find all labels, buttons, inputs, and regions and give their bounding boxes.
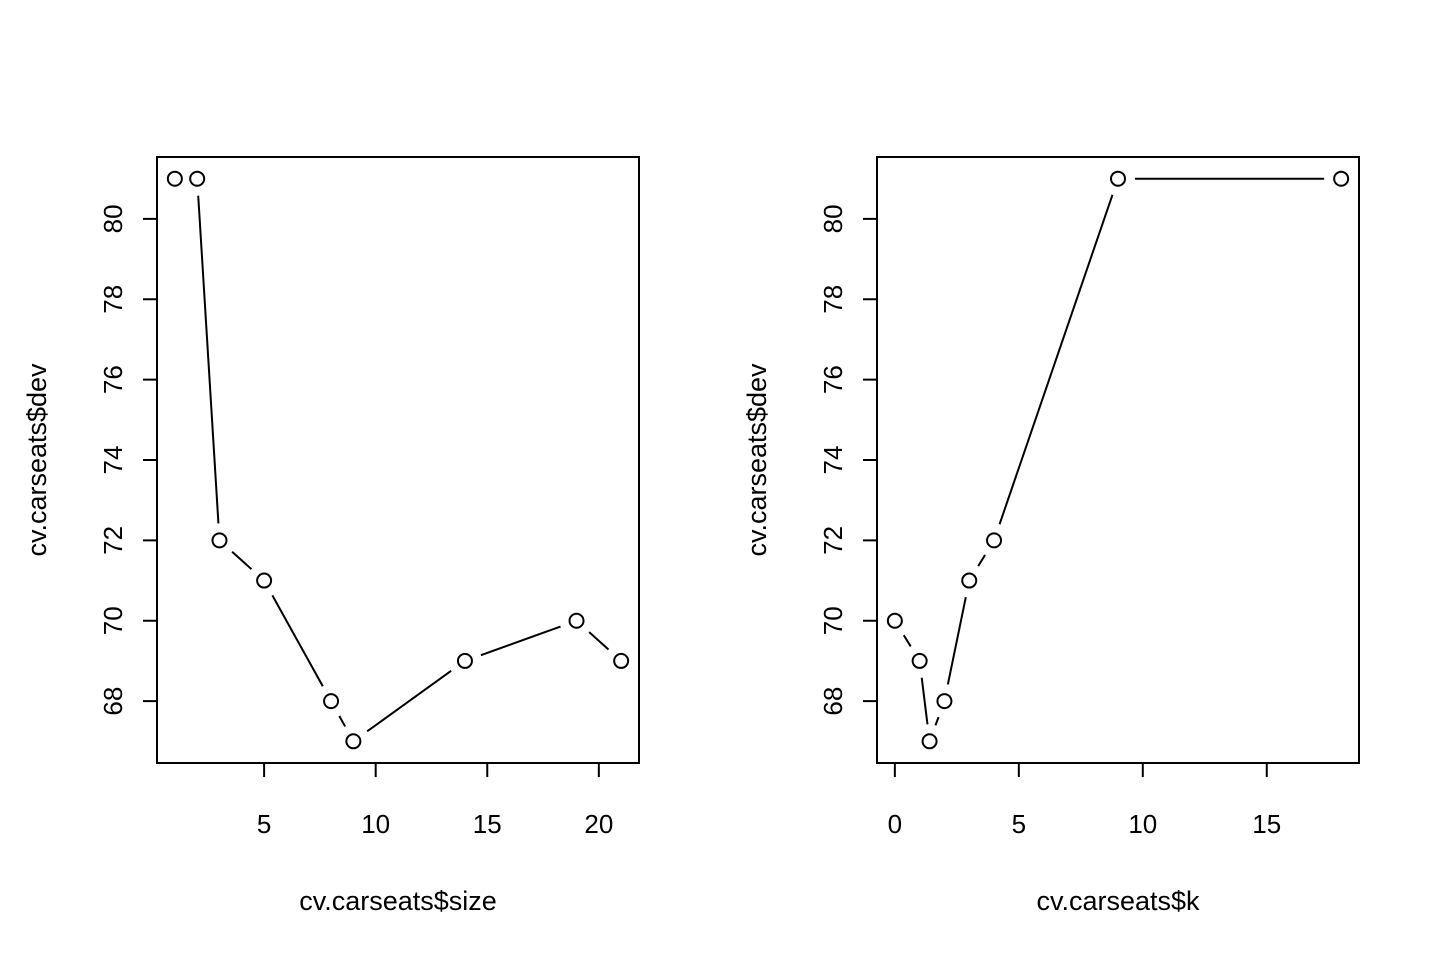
x-tick-label: 0 [888, 809, 902, 839]
data-point [986, 532, 1003, 549]
y-tick-label: 76 [818, 365, 848, 394]
data-point [1333, 170, 1350, 187]
y-tick-label: 80 [818, 204, 848, 233]
data-point [936, 693, 953, 710]
y-tick-label: 68 [98, 687, 128, 716]
data-point [456, 652, 473, 669]
series-line-segment [231, 551, 253, 570]
y-tick-label: 70 [818, 606, 848, 635]
x-axis-title: cv.carseats$k [1036, 886, 1200, 916]
series-line-segment [977, 554, 986, 567]
series-line-segment [366, 670, 452, 733]
y-tick-label: 76 [98, 365, 128, 394]
y-tick-label: 72 [818, 526, 848, 555]
series-line-segment [902, 634, 912, 647]
data-point [189, 170, 206, 187]
y-tick-label: 70 [98, 606, 128, 635]
data-point [211, 532, 228, 549]
x-tick-label: 20 [584, 809, 613, 839]
y-tick-label: 80 [98, 204, 128, 233]
data-point [961, 572, 978, 589]
series-line-segment [480, 625, 561, 657]
data-point [256, 572, 273, 589]
data-point [568, 612, 585, 629]
data-point [613, 652, 630, 669]
data-point [345, 733, 362, 750]
y-axis-title: cv.carseats$dev [22, 363, 52, 557]
data-point [1110, 170, 1126, 187]
plot-frame [156, 156, 640, 764]
x-tick-label: 10 [1128, 809, 1157, 839]
plot-frame [876, 156, 1360, 764]
series-line-segment [338, 715, 346, 727]
data-point [886, 612, 903, 629]
series-line-segment [920, 677, 929, 725]
series-line-segment [934, 716, 940, 726]
data-point [166, 170, 183, 187]
data-point [921, 733, 938, 750]
series-line-segment [998, 194, 1114, 525]
chart-panel-2: 0 5 10 15 68 70 72 74 76 78 80 cv.carseats$k cv.cars… [742, 156, 1360, 916]
x-tick-label: 10 [361, 809, 390, 839]
y-tick-label: 72 [98, 526, 128, 555]
x-tick-label: 5 [1012, 809, 1026, 839]
series-line-segment [271, 594, 324, 687]
y-tick-label: 78 [98, 285, 128, 314]
series-line-segment [946, 597, 967, 685]
y-axis-title: cv.carseats$dev [742, 363, 772, 557]
y-tick-label: 68 [818, 687, 848, 716]
x-tick-label: 15 [1252, 809, 1281, 839]
y-tick-label: 74 [818, 446, 848, 475]
data-point [911, 652, 928, 669]
series-line-segment [588, 631, 610, 651]
y-tick-label: 78 [818, 285, 848, 314]
x-tick-label: 15 [473, 809, 502, 839]
series-line-segment [197, 195, 220, 524]
y-tick-label: 74 [98, 446, 128, 475]
x-tick-label: 5 [257, 809, 271, 839]
x-axis-title: cv.carseats$size [299, 886, 497, 916]
chart-panel-1: 5 10 15 20 68 70 72 74 76 78 80 cv.carseats$size cv.… [22, 156, 640, 916]
data-point [323, 693, 340, 710]
